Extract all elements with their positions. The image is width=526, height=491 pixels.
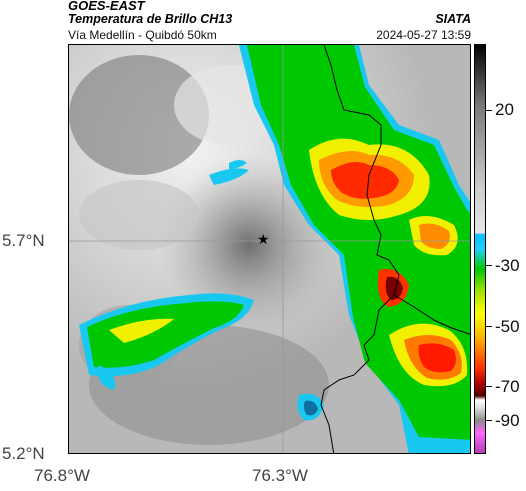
dark-patch <box>69 55 209 175</box>
mid-cyan-fragment <box>209 168 249 185</box>
orange-core-3 <box>419 223 450 249</box>
timestamp-label: 2024-05-27 13:59 <box>376 28 471 42</box>
x-axis-label: 76.8°W <box>34 466 90 485</box>
mid-cyan-fragment-2 <box>229 160 247 169</box>
colorbar-label: -50 <box>495 317 520 336</box>
boundary-line-east <box>393 294 470 335</box>
colorbar-tick <box>486 265 492 266</box>
darkred-core-4 <box>385 276 403 300</box>
colorbar <box>474 44 486 454</box>
x-axis-label: 76.3°W <box>252 466 308 485</box>
red-core-2 <box>418 343 456 373</box>
south-core-cell <box>303 400 318 416</box>
product-title: Temperatura de Brillo CH13 <box>68 12 233 26</box>
colorbar-label: 20 <box>495 100 514 119</box>
colorbar-tick <box>486 420 492 421</box>
y-axis-label: 5.2°N <box>2 444 45 463</box>
light-patch-2 <box>79 180 199 250</box>
satellite-title: GOES-EAST <box>68 0 145 13</box>
region-subtitle: Vía Medellín - Quibdó 50km <box>68 28 217 42</box>
satellite-imagery <box>69 45 470 453</box>
star-icon: ★ <box>257 231 270 247</box>
colorbar-label: -30 <box>495 256 520 275</box>
colorbar-tick <box>486 386 492 387</box>
satellite-map <box>68 44 471 454</box>
west-cyan-fragment <box>98 365 115 390</box>
y-axis-label: 5.7°N <box>2 231 45 250</box>
colorbar-tick <box>486 326 492 327</box>
colorbar-tick <box>486 110 492 111</box>
boundary-line <box>320 45 400 453</box>
west-green-band <box>87 301 244 368</box>
colorbar-label: -70 <box>495 377 520 396</box>
red-core-1 <box>331 161 399 199</box>
organization-label: SIATA <box>435 12 471 26</box>
west-yellow <box>109 318 174 343</box>
map-header: GOES-EAST Temperatura de Brillo CH13 Vía… <box>68 0 471 44</box>
colorbar-label: -90 <box>495 411 520 430</box>
